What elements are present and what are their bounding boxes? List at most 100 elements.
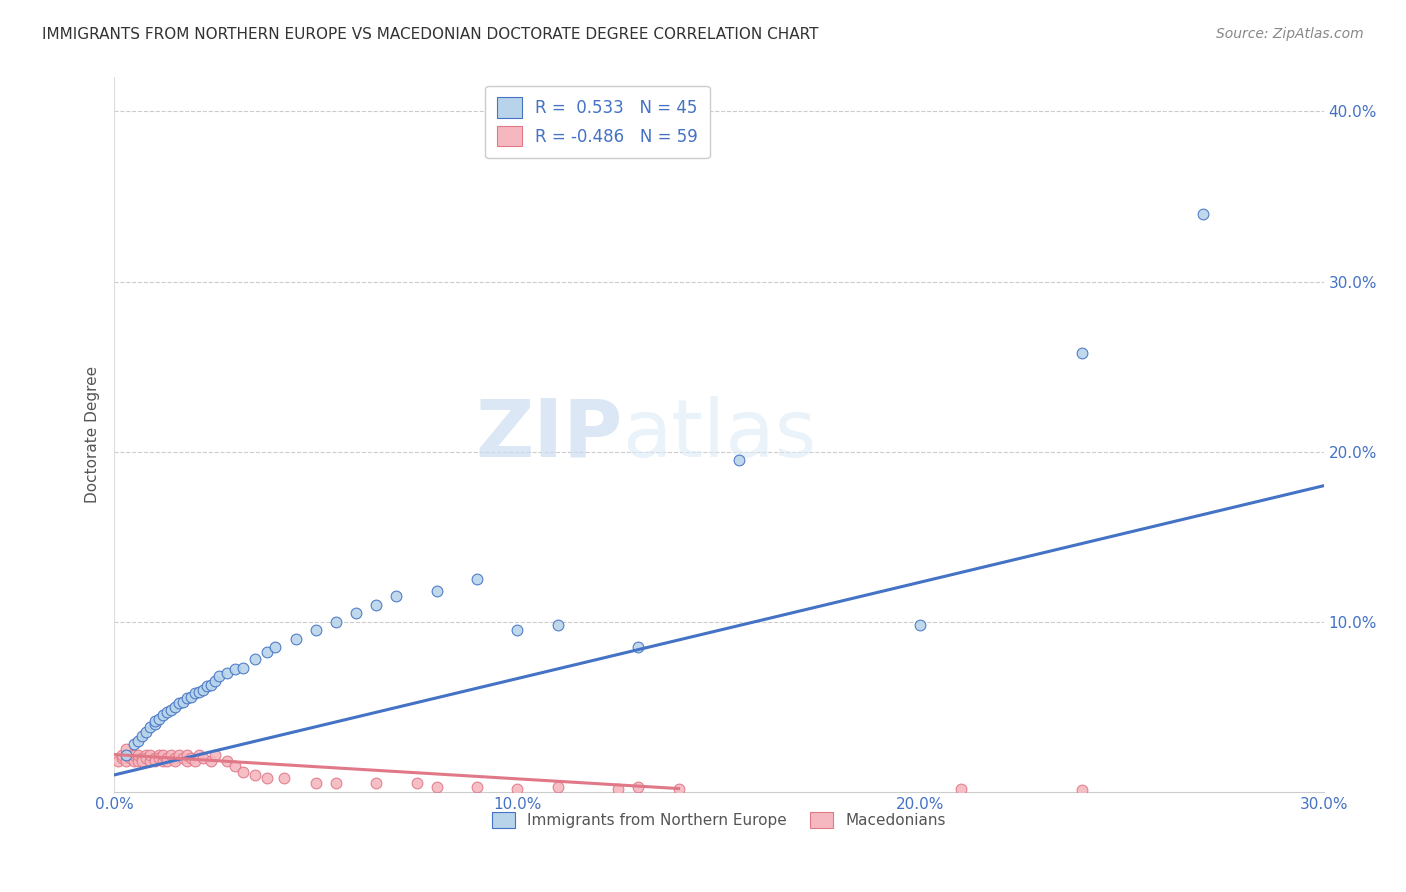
Point	[187, 747, 209, 762]
Point	[135, 751, 157, 765]
Point	[139, 720, 162, 734]
Y-axis label: Doctorate Degree: Doctorate Degree	[86, 366, 100, 503]
Point	[191, 751, 214, 765]
Point	[232, 764, 254, 779]
Point	[163, 755, 186, 769]
Point	[547, 780, 569, 794]
Point	[547, 618, 569, 632]
Point	[131, 729, 153, 743]
Point	[366, 776, 388, 790]
Point	[215, 665, 238, 680]
Point	[180, 690, 202, 704]
Point	[143, 755, 166, 769]
Point	[195, 680, 218, 694]
Point	[405, 776, 427, 790]
Point	[172, 695, 194, 709]
Point	[155, 705, 177, 719]
Point	[344, 607, 367, 621]
Point	[426, 780, 449, 794]
Text: Source: ZipAtlas.com: Source: ZipAtlas.com	[1216, 27, 1364, 41]
Point	[607, 781, 630, 796]
Point	[215, 755, 238, 769]
Point	[172, 751, 194, 765]
Point	[115, 747, 138, 762]
Point	[167, 747, 190, 762]
Point	[506, 624, 529, 638]
Point	[159, 747, 181, 762]
Point	[232, 661, 254, 675]
Point	[176, 755, 198, 769]
Point	[148, 751, 170, 765]
Point	[143, 751, 166, 765]
Point	[200, 678, 222, 692]
Point	[325, 615, 347, 629]
Point	[115, 742, 138, 756]
Point	[135, 725, 157, 739]
Point	[176, 691, 198, 706]
Point	[245, 768, 267, 782]
Point	[325, 776, 347, 790]
Point	[124, 755, 146, 769]
Point	[366, 598, 388, 612]
Point	[107, 755, 129, 769]
Point	[124, 751, 146, 765]
Point	[1070, 783, 1092, 797]
Point	[155, 751, 177, 765]
Point	[1191, 206, 1213, 220]
Point	[264, 640, 287, 655]
Point	[120, 747, 142, 762]
Point	[204, 747, 226, 762]
Point	[184, 686, 207, 700]
Point	[111, 751, 134, 765]
Point	[949, 781, 972, 796]
Point	[176, 747, 198, 762]
Point	[256, 772, 278, 786]
Point	[148, 712, 170, 726]
Point	[245, 652, 267, 666]
Point	[208, 669, 231, 683]
Point	[180, 751, 202, 765]
Point	[273, 772, 295, 786]
Point	[385, 590, 408, 604]
Point	[127, 751, 149, 765]
Point	[124, 747, 146, 762]
Point	[163, 699, 186, 714]
Point	[465, 572, 488, 586]
Point	[143, 714, 166, 728]
Point	[200, 755, 222, 769]
Point	[187, 684, 209, 698]
Point	[910, 618, 932, 632]
Point	[256, 645, 278, 659]
Legend: Immigrants from Northern Europe, Macedonians: Immigrants from Northern Europe, Macedon…	[486, 806, 952, 834]
Point	[305, 776, 328, 790]
Point	[668, 781, 690, 796]
Point	[465, 780, 488, 794]
Point	[143, 717, 166, 731]
Text: ZIP: ZIP	[475, 396, 621, 474]
Point	[224, 759, 246, 773]
Point	[159, 703, 181, 717]
Point	[284, 632, 307, 646]
Point	[139, 747, 162, 762]
Point	[148, 747, 170, 762]
Point	[152, 708, 174, 723]
Point	[111, 747, 134, 762]
Point	[131, 755, 153, 769]
Point	[120, 751, 142, 765]
Point	[167, 697, 190, 711]
Point	[131, 751, 153, 765]
Point	[305, 624, 328, 638]
Point	[426, 584, 449, 599]
Point	[204, 674, 226, 689]
Point	[728, 453, 751, 467]
Point	[127, 734, 149, 748]
Point	[627, 780, 650, 794]
Point	[163, 751, 186, 765]
Point	[224, 663, 246, 677]
Point	[127, 755, 149, 769]
Point	[124, 737, 146, 751]
Point	[135, 747, 157, 762]
Point	[184, 755, 207, 769]
Point	[115, 755, 138, 769]
Point	[139, 755, 162, 769]
